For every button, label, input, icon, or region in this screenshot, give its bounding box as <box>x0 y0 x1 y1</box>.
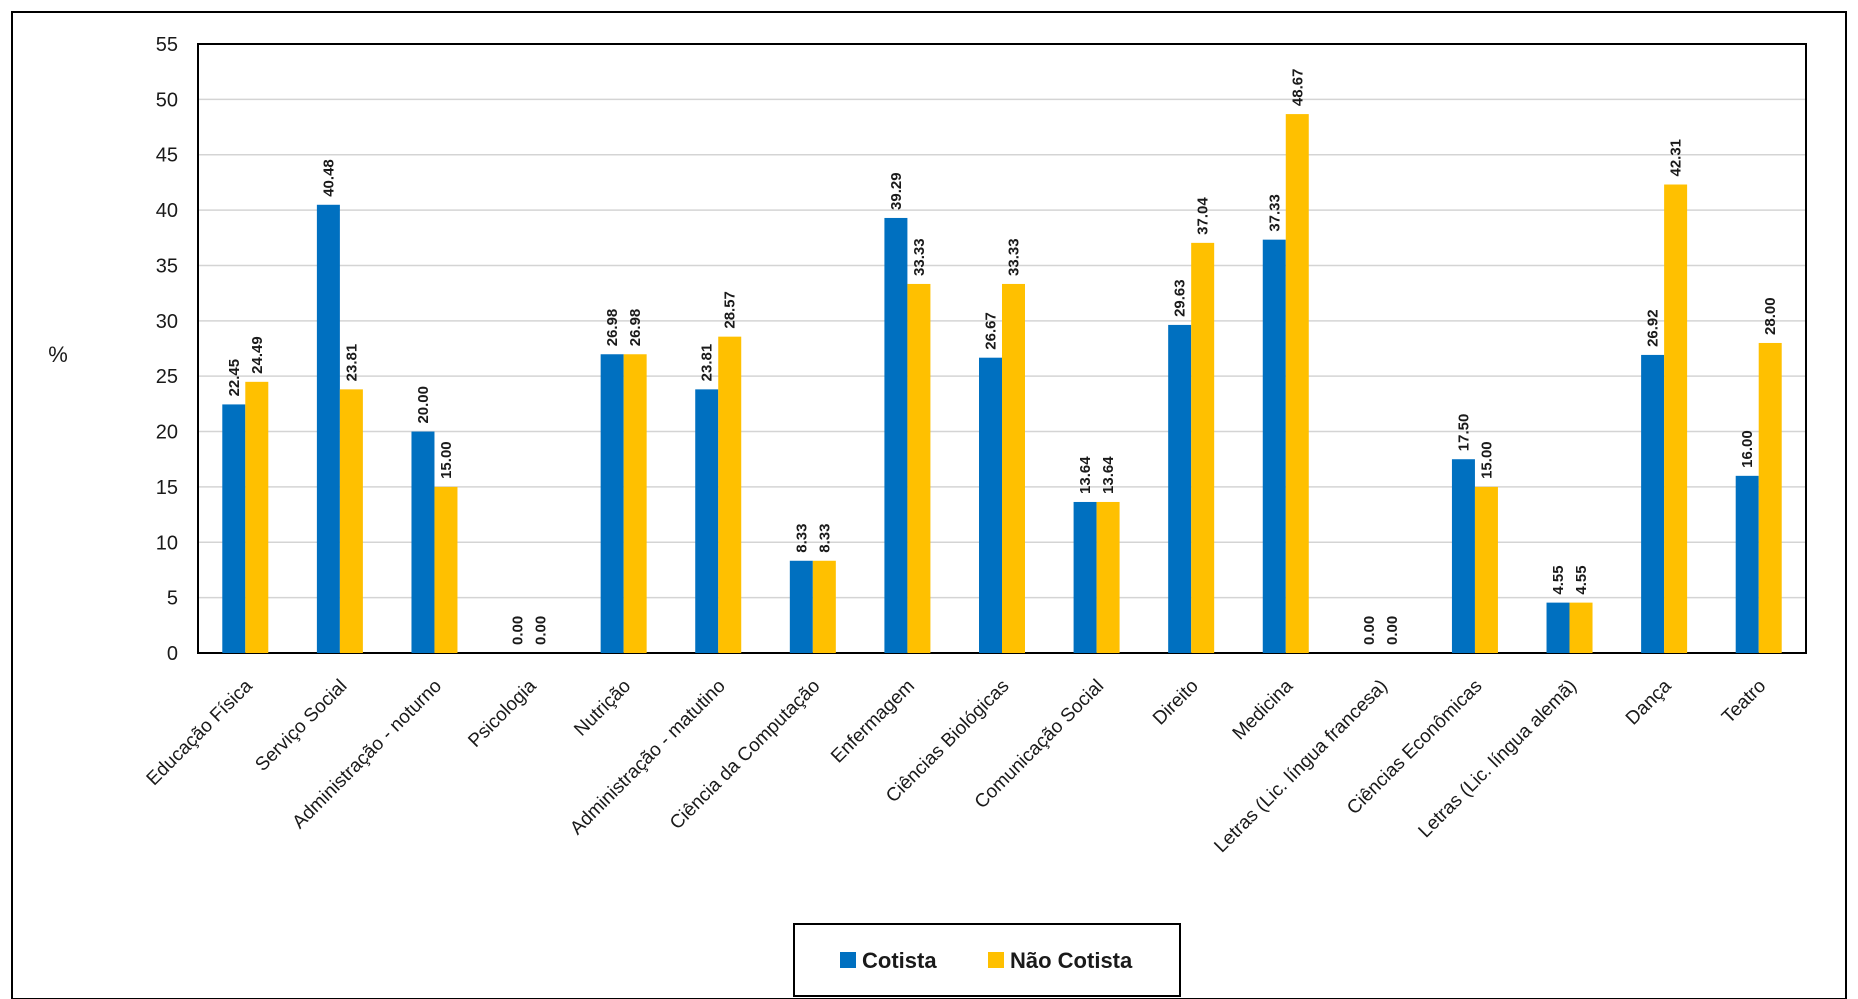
y-tick-label: 0 <box>167 643 178 665</box>
y-tick-label: 55 <box>156 34 178 56</box>
x-tick-label: Dança <box>1622 675 1676 729</box>
data-label: 48.67 <box>1289 69 1306 107</box>
bar-nao-cotista <box>1096 501 1120 653</box>
legend-swatch <box>840 952 856 968</box>
x-tick-label: Direito <box>1149 676 1203 730</box>
y-tick-label: 20 <box>156 422 178 444</box>
data-label: 8.33 <box>793 524 810 553</box>
data-label: 37.04 <box>1195 197 1212 235</box>
data-label: 13.64 <box>1100 456 1117 494</box>
bar-cotista <box>1735 475 1759 653</box>
bar-cotista <box>1168 324 1192 653</box>
x-tick-label: Serviço Social <box>251 676 351 776</box>
y-tick-label: 25 <box>156 366 178 388</box>
x-tick-label: Enfermagem <box>827 676 919 768</box>
bar-cotista <box>789 560 813 653</box>
data-label: 40.48 <box>320 159 337 197</box>
x-tick-label: Educação Física <box>143 675 257 789</box>
data-label: 33.33 <box>1006 238 1023 276</box>
data-label: 17.50 <box>1455 414 1472 452</box>
x-tick-label: Nutrição <box>570 676 635 741</box>
bar-nao-cotista <box>1191 242 1215 653</box>
y-tick-label: 10 <box>156 532 178 554</box>
data-label: 15.00 <box>1478 441 1495 479</box>
data-label: 26.92 <box>1645 309 1662 347</box>
y-tick-label: 30 <box>156 311 178 333</box>
x-tick-label: Teatro <box>1718 676 1770 728</box>
y-tick-label: 35 <box>156 255 178 277</box>
data-label: 8.33 <box>816 524 833 553</box>
data-label: 13.64 <box>1077 456 1094 494</box>
data-label: 26.98 <box>604 309 621 347</box>
x-tick-label: Letras (Lic. língua francesa) <box>1211 676 1392 857</box>
data-label: 23.81 <box>699 344 716 382</box>
bar-cotista <box>695 389 719 653</box>
y-tick-label: 15 <box>156 477 178 499</box>
bar-nao-cotista <box>434 486 458 653</box>
data-label: 26.67 <box>983 312 1000 350</box>
y-tick-label: 5 <box>167 588 178 610</box>
data-label: 16.00 <box>1739 430 1756 468</box>
data-label: 20.00 <box>415 386 432 424</box>
data-label: 39.29 <box>888 172 905 210</box>
bar-cotista <box>884 217 908 653</box>
data-label: 0.00 <box>533 616 550 645</box>
data-label: 0.00 <box>1361 616 1378 645</box>
bar-nao-cotista <box>718 336 742 653</box>
bar-cotista <box>222 404 246 653</box>
bar-cotista <box>316 204 340 653</box>
data-label: 29.63 <box>1172 279 1189 317</box>
bar-nao-cotista <box>245 381 269 653</box>
data-label: 4.55 <box>1573 565 1590 594</box>
bar-nao-cotista <box>1569 602 1593 653</box>
x-tick-label: Medicina <box>1229 675 1298 744</box>
bar-nao-cotista <box>812 560 836 653</box>
bar-cotista <box>1262 239 1286 653</box>
bar-nao-cotista <box>339 389 363 653</box>
x-tick-label: Psicologia <box>465 675 541 751</box>
data-label: 37.33 <box>1266 194 1283 232</box>
bar-nao-cotista <box>907 283 931 653</box>
data-label: 28.57 <box>722 291 739 329</box>
data-label: 42.31 <box>1668 139 1685 177</box>
legend-box <box>793 923 1181 997</box>
data-label: 24.49 <box>249 336 266 374</box>
y-tick-label: 40 <box>156 200 178 222</box>
bar-cotista <box>1546 602 1570 653</box>
data-label: 0.00 <box>1384 616 1401 645</box>
data-label: 28.00 <box>1762 297 1779 335</box>
bar-nao-cotista <box>623 354 647 653</box>
bar-cotista <box>1451 459 1475 653</box>
bar-nao-cotista <box>1758 342 1782 653</box>
bar-cotista <box>411 431 435 653</box>
bar-cotista <box>1641 354 1665 653</box>
y-tick-label: 45 <box>156 145 178 167</box>
legend-label: Não Cotista <box>1010 948 1133 973</box>
y-tick-label: 50 <box>156 89 178 111</box>
data-label: 26.98 <box>627 309 644 347</box>
y-axis-label: % <box>48 342 68 367</box>
bar-cotista <box>600 354 624 653</box>
bar-nao-cotista <box>1285 114 1309 654</box>
data-label: 15.00 <box>438 441 455 479</box>
legend-swatch <box>988 952 1004 968</box>
x-tick-label: Administração - matutino <box>566 676 729 839</box>
data-label: 33.33 <box>911 238 928 276</box>
x-tick-label: Letras (Lic. língua alemã) <box>1415 676 1581 842</box>
data-label: 23.81 <box>343 344 360 382</box>
bar-nao-cotista <box>1002 283 1025 653</box>
bar-nao-cotista <box>1474 486 1498 653</box>
legend: Cotista Não Cotista <box>793 923 1181 997</box>
data-label: 4.55 <box>1550 565 1567 594</box>
data-label: 0.00 <box>510 616 527 645</box>
chart-outer-frame <box>11 11 1847 999</box>
bar-cotista <box>979 357 1002 653</box>
bar-cotista <box>1073 501 1097 653</box>
data-label: 22.45 <box>226 359 243 397</box>
legend-label: Cotista <box>862 948 937 973</box>
bar-nao-cotista <box>1664 184 1688 653</box>
